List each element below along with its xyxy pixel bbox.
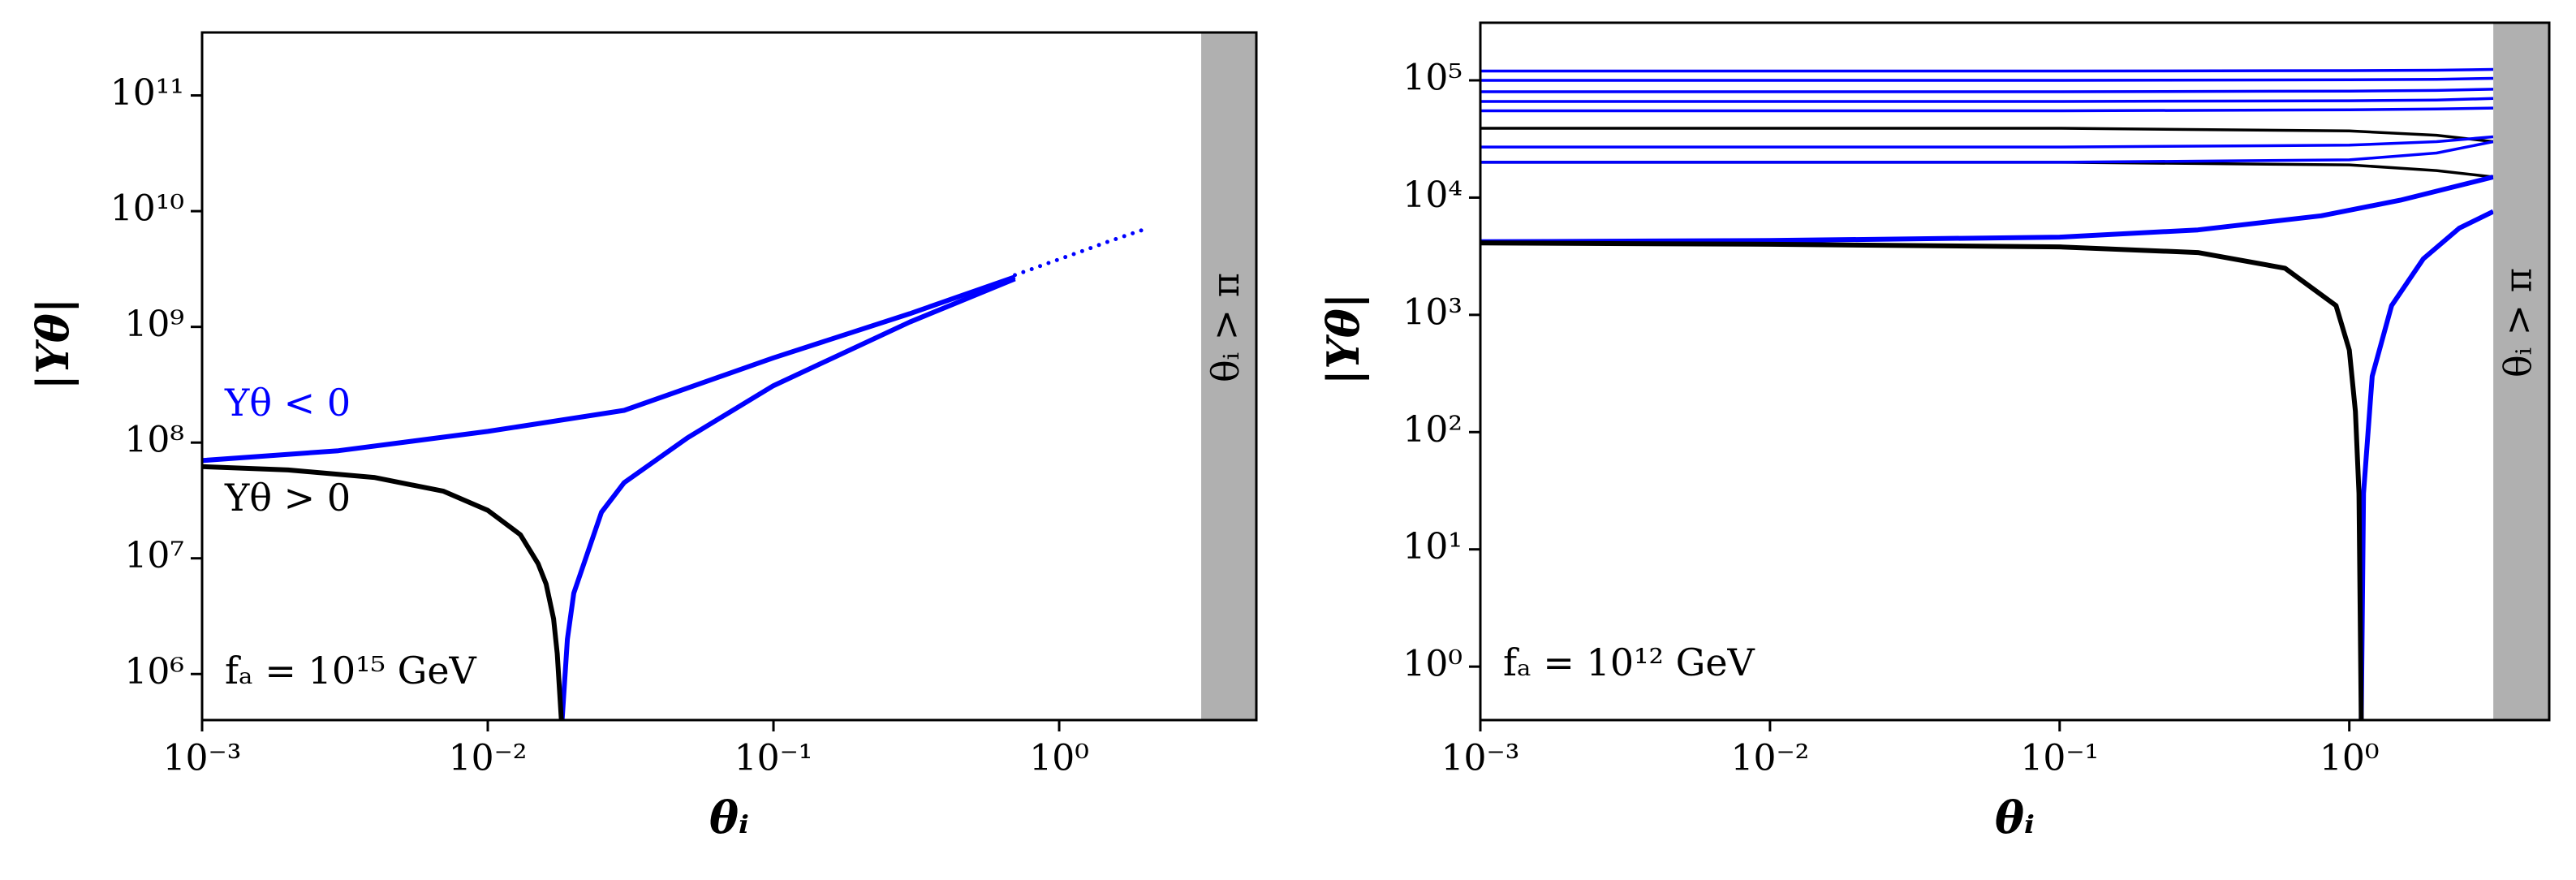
data-line [1480,76,2494,82]
series-label: Yθ < 0 [224,381,351,425]
data-line [202,464,564,720]
data-line [202,274,1016,464]
y-tick-label: 10⁷ [124,535,184,576]
x-tick-label: 10⁻¹ [734,738,813,779]
x-tick-label: 10⁻¹ [2020,738,2099,779]
y-tick-label: 10¹⁰ [110,188,184,230]
x-tick-label: 10⁰ [1029,738,1089,779]
axes-frame [200,31,1258,722]
data-line [2358,209,2495,720]
shaded-region [1201,32,1256,720]
x-axis-label: θᵢ [709,792,749,843]
y-tick-label: 10⁶ [124,651,184,692]
data-line [1480,140,2494,164]
data-line [1480,161,2494,179]
x-tick-label: 10⁰ [2320,738,2380,779]
plot-area [202,226,1148,720]
y-tick-label: 10¹ [1402,526,1462,567]
data-line [1480,135,2494,149]
y-tick-label: 10⁸ [124,420,184,461]
plot-area [1480,67,2495,720]
data-line [1480,88,2494,93]
axes-frame [1479,21,2551,722]
x-tick-label: 10⁻³ [163,738,242,779]
x-tick-label: 10⁻² [449,738,528,779]
shaded-label: θᵢ > π [2496,268,2540,377]
series-label: Yθ > 0 [224,476,351,520]
y-tick-label: 10⁰ [1402,644,1462,685]
y-axis-label: |Yθ| [1317,293,1370,386]
x-axis-label: θᵢ [1995,792,2035,843]
annotation: fₐ = 10¹² GeV [1503,641,1755,684]
y-tick-label: 10⁵ [1402,57,1462,98]
shaded-region [2493,23,2549,720]
y-tick-label: 10⁴ [1402,175,1462,216]
data-line [1480,67,2494,73]
annotation: fₐ = 10¹⁵ GeV [225,649,477,692]
data-line [1480,106,2494,113]
data-line [1480,97,2494,103]
data-line [1480,240,2364,720]
data-line [559,276,1016,720]
data-line [1013,226,1148,278]
y-tick-label: 10² [1402,409,1462,451]
data-line [1480,127,2494,144]
y-tick-label: 10³ [1402,291,1462,333]
x-tick-label: 10⁻² [1730,738,1809,779]
y-tick-label: 10⁹ [124,304,184,345]
y-tick-label: 10¹¹ [110,72,184,114]
shaded-label: θᵢ > π [1204,273,1247,382]
data-line [1480,175,2494,244]
y-axis-label: |Yθ| [27,298,80,390]
x-tick-label: 10⁻³ [1441,738,1520,779]
